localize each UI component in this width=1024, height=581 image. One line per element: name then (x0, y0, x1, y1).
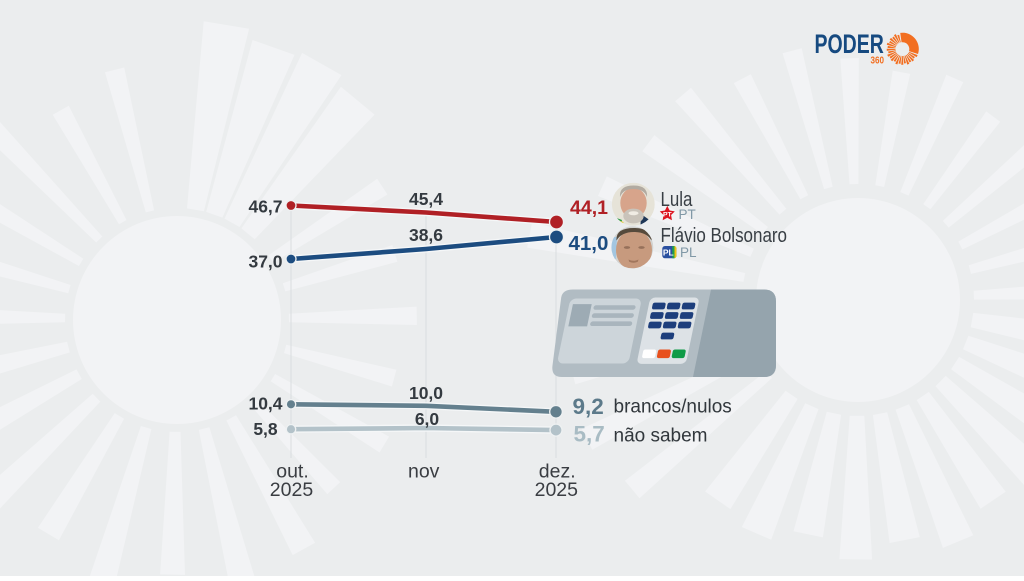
svg-text:46,7: 46,7 (248, 197, 282, 217)
svg-text:44,1: 44,1 (570, 197, 608, 219)
svg-text:10,4: 10,4 (248, 394, 282, 414)
svg-text:10,0: 10,0 (409, 383, 443, 403)
svg-text:PT: PT (679, 207, 696, 222)
svg-text:5,8: 5,8 (253, 419, 278, 439)
svg-text:nov: nov (408, 461, 440, 483)
svg-text:360: 360 (871, 54, 884, 65)
svg-text:PL: PL (680, 245, 697, 260)
svg-text:out.: out. (276, 461, 309, 483)
svg-text:Flávio Bolsonaro: Flávio Bolsonaro (661, 225, 788, 247)
svg-text:2025: 2025 (270, 479, 314, 501)
svg-text:Lula: Lula (661, 189, 694, 211)
svg-text:PODER: PODER (815, 29, 884, 59)
svg-text:dez.: dez. (539, 461, 576, 483)
svg-text:2025: 2025 (535, 479, 579, 501)
svg-text:não sabem: não sabem (614, 426, 708, 447)
svg-text:brancos/nulos: brancos/nulos (614, 397, 732, 418)
svg-text:5,7: 5,7 (574, 422, 605, 447)
svg-text:41,0: 41,0 (569, 232, 609, 255)
svg-text:38,6: 38,6 (409, 225, 443, 245)
svg-text:PT: PT (663, 211, 673, 218)
svg-text:45,4: 45,4 (409, 189, 443, 209)
svg-text:37,0: 37,0 (248, 252, 282, 272)
svg-text:PL: PL (663, 247, 674, 257)
svg-text:6,0: 6,0 (415, 409, 440, 429)
svg-text:9,2: 9,2 (573, 394, 604, 419)
